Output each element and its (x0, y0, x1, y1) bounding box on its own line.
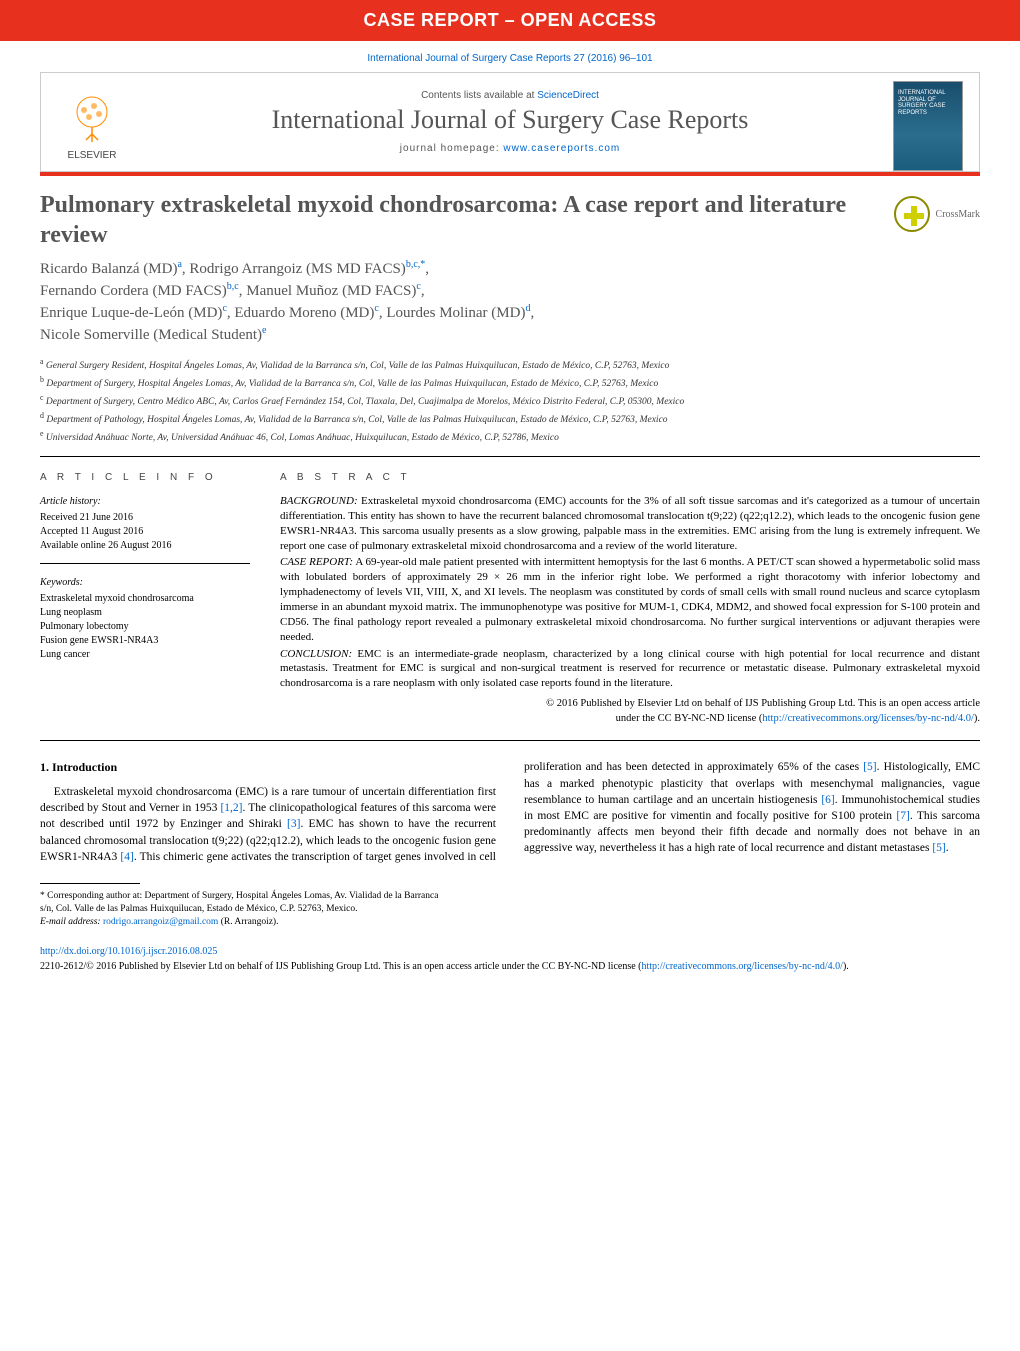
abstract-conclusion: CONCLUSION: EMC is an intermediate-grade… (280, 647, 980, 692)
doi-link[interactable]: http://dx.doi.org/10.1016/j.ijscr.2016.0… (40, 946, 217, 957)
keywords-block: Keywords: Extraskeletal myxoid chondrosa… (40, 576, 250, 672)
abstract-background: BACKGROUND: Extraskeletal myxoid chondro… (280, 494, 980, 553)
article-info-heading: A R T I C L E I N F O (40, 471, 250, 485)
contents-lists-line: Contents lists available at ScienceDirec… (127, 86, 893, 101)
ref-link[interactable]: [3] (287, 818, 300, 830)
cc-license-link[interactable]: http://creativecommons.org/licenses/by-n… (762, 713, 974, 724)
citation-line: International Journal of Surgery Case Re… (0, 41, 1020, 72)
keywords-label: Keywords: (40, 576, 250, 590)
author: Lourdes Molinar (MD)d (386, 305, 530, 321)
author-list: Ricardo Balanzá (MD)a, Rodrigo Arrangoiz… (0, 258, 1020, 352)
keyword: Extraskeletal myxoid chondrosarcoma (40, 592, 250, 606)
homepage-label: journal homepage: (400, 143, 504, 154)
crossmark-label: CrossMark (936, 209, 980, 220)
journal-title: International Journal of Surgery Case Re… (143, 105, 877, 135)
accepted-date: Accepted 11 August 2016 (40, 525, 250, 539)
author: Rodrigo Arrangoiz (MS MD FACS)b,c,* (189, 261, 425, 277)
homepage-link[interactable]: www.casereports.com (503, 143, 620, 154)
ref-link[interactable]: [5] (863, 761, 876, 773)
contents-label: Contents lists available at (421, 90, 537, 101)
article-title: Pulmonary extraskeletal myxoid chondrosa… (40, 190, 878, 250)
section-title-introduction: 1. Introduction (40, 759, 496, 776)
article-info-column: A R T I C L E I N F O Article history: R… (40, 471, 250, 727)
journal-homepage-line: journal homepage: www.casereports.com (127, 139, 893, 166)
affiliations: a General Surgery Resident, Hospital Áng… (0, 352, 1020, 456)
keyword: Lung cancer (40, 648, 250, 662)
article-body: 1. Introduction Extraskeletal myxoid cho… (0, 741, 1020, 864)
keyword: Lung neoplasm (40, 606, 250, 620)
author: Eduardo Moreno (MD)c (234, 305, 378, 321)
abstract-copyright: © 2016 Published by Elsevier Ltd on beha… (280, 697, 980, 726)
author: Manuel Muñoz (MD FACS)c (246, 283, 421, 299)
history-label: Article history: (40, 495, 250, 509)
footnotes: * Corresponding author at: Department of… (0, 877, 490, 938)
open-access-banner: CASE REPORT – OPEN ACCESS (0, 0, 1020, 41)
keyword: Pulmonary lobectomy (40, 620, 250, 634)
affiliation: c Department of Surgery, Centro Médico A… (40, 392, 980, 410)
article-history-block: Article history: Received 21 June 2016 A… (40, 495, 250, 564)
footnote-separator (40, 883, 140, 884)
online-date: Available online 26 August 2016 (40, 539, 250, 553)
abstract-case: CASE REPORT: A 69-year-old male patient … (280, 555, 980, 644)
affiliation: a General Surgery Resident, Hospital Áng… (40, 356, 980, 374)
affiliation: e Universidad Anáhuac Norte, Av, Univers… (40, 428, 980, 446)
abstract-column: A B S T R A C T BACKGROUND: Extraskeleta… (280, 471, 980, 727)
keyword: Fusion gene EWSR1-NR4A3 (40, 634, 250, 648)
journal-cover-thumbnail: INTERNATIONAL JOURNAL OF SURGERY CASE RE… (893, 81, 963, 171)
email-line: E-mail address: rodrigo.arrangoiz@gmail.… (40, 916, 450, 929)
elsevier-tree-icon (64, 92, 120, 148)
affiliation: b Department of Surgery, Hospital Ángele… (40, 374, 980, 392)
bottom-identifiers: http://dx.doi.org/10.1016/j.ijscr.2016.0… (0, 938, 1020, 994)
corresponding-author-note: * Corresponding author at: Department of… (40, 890, 450, 917)
elsevier-wordmark: ELSEVIER (68, 150, 117, 161)
crossmark-icon (894, 196, 930, 232)
elsevier-logo: ELSEVIER (57, 92, 127, 161)
author: Nicole Somerville (Medical Student)e (40, 327, 266, 343)
ref-link[interactable]: [7] (896, 810, 909, 822)
journal-header-box: ELSEVIER Contents lists available at Sci… (40, 72, 980, 172)
author: Enrique Luque-de-León (MD)c (40, 305, 227, 321)
abstract-heading: A B S T R A C T (280, 471, 980, 485)
ref-link[interactable]: [5] (932, 842, 945, 854)
received-date: Received 21 June 2016 (40, 511, 250, 525)
issn-copyright-line: 2210-2612/© 2016 Published by Elsevier L… (40, 959, 980, 974)
author: Fernando Cordera (MD FACS)b,c (40, 283, 239, 299)
ref-link[interactable]: [1,2] (220, 802, 242, 814)
ref-link[interactable]: [6] (821, 794, 834, 806)
email-link[interactable]: rodrigo.arrangoiz@gmail.com (103, 917, 218, 927)
crossmark-badge[interactable]: CrossMark (894, 196, 980, 232)
affiliation: d Department of Pathology, Hospital Ánge… (40, 410, 980, 428)
ref-link[interactable]: [4] (120, 851, 133, 863)
cc-license-link[interactable]: http://creativecommons.org/licenses/by-n… (642, 961, 843, 972)
sciencedirect-link[interactable]: ScienceDirect (537, 90, 599, 101)
cover-thumb-text: INTERNATIONAL JOURNAL OF SURGERY CASE RE… (898, 90, 962, 116)
author: Ricardo Balanzá (MD)a (40, 261, 182, 277)
